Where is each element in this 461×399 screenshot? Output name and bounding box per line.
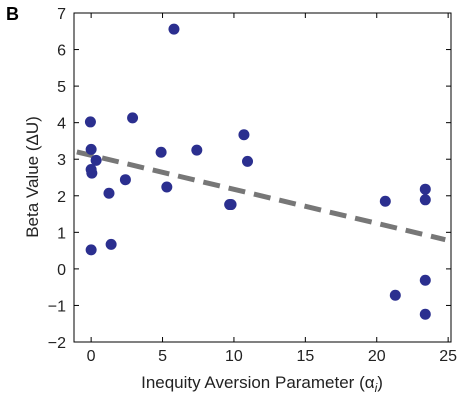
data-point <box>419 183 431 195</box>
y-axis-label: Beta Value (ΔU) <box>23 116 42 238</box>
data-point <box>86 167 98 179</box>
data-point <box>191 144 203 156</box>
x-tick-label: 5 <box>158 348 167 365</box>
panel-label: B <box>6 4 19 24</box>
x-tick-label: 25 <box>439 348 457 365</box>
x-axis-label: Inequity Aversion Parameter (αi) <box>141 373 383 395</box>
data-point <box>419 274 431 286</box>
data-point <box>127 112 139 124</box>
data-point <box>419 308 431 320</box>
trend-line <box>76 149 446 243</box>
y-tick-label: 6 <box>57 43 66 60</box>
x-axis: 0 5 10 15 20 25 <box>87 13 457 365</box>
y-tick-label: 0 <box>57 262 66 279</box>
data-point <box>161 181 173 193</box>
y-tick-label: −1 <box>48 298 66 315</box>
data-point <box>155 146 167 158</box>
data-point <box>90 154 102 166</box>
data-point <box>85 244 97 256</box>
data-point <box>85 143 97 155</box>
data-point <box>119 174 131 186</box>
y-tick-label: −2 <box>48 335 66 352</box>
data-point <box>84 116 96 128</box>
x-tick-label: 15 <box>296 348 314 365</box>
data-point <box>389 289 401 301</box>
x-tick-label: 10 <box>225 348 243 365</box>
data-point <box>105 238 117 250</box>
data-point <box>419 194 431 206</box>
y-axis: −2 −1 0 1 2 3 4 5 6 7 <box>48 6 451 352</box>
y-tick-label: 1 <box>57 225 66 242</box>
y-tick-label: 5 <box>57 79 66 96</box>
plot-frame <box>73 12 452 343</box>
data-point <box>242 155 254 167</box>
data-point <box>379 195 391 207</box>
x-tick-label: 0 <box>87 348 96 365</box>
x-tick-label: 20 <box>368 348 386 365</box>
y-tick-label: 4 <box>57 116 66 133</box>
data-point <box>238 129 250 141</box>
data-point <box>168 23 180 35</box>
data-points <box>84 23 431 320</box>
data-point <box>225 199 237 211</box>
y-tick-label: 2 <box>57 189 66 206</box>
data-point <box>103 187 115 199</box>
y-tick-label: 3 <box>57 152 66 169</box>
y-tick-label: 7 <box>57 6 66 23</box>
